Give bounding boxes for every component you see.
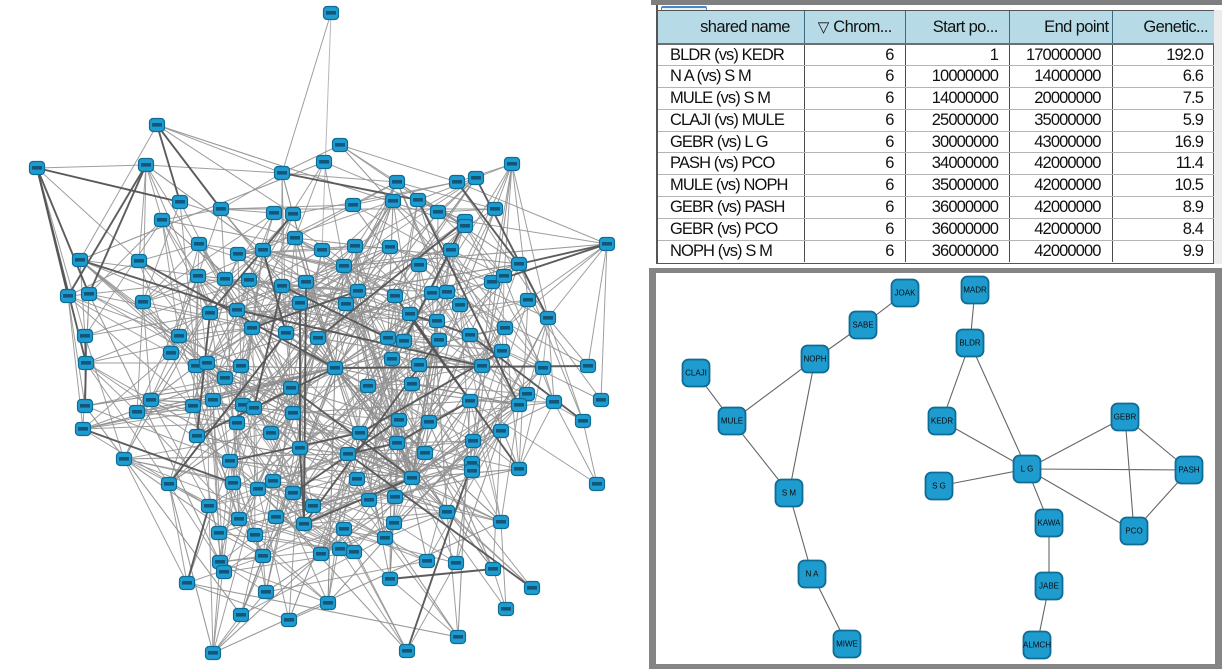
svg-text:PASH: PASH [1178, 466, 1199, 475]
svg-text:CLAJI: CLAJI [685, 369, 707, 378]
svg-text:ALMCH: ALMCH [1023, 641, 1051, 650]
svg-text:JABE: JABE [1039, 582, 1059, 591]
svg-text:S M: S M [782, 489, 797, 498]
svg-text:MIWE: MIWE [836, 640, 858, 649]
svg-text:S G: S G [932, 482, 946, 491]
svg-text:MULE: MULE [721, 417, 743, 426]
svg-text:KAWA: KAWA [1038, 519, 1062, 528]
svg-text:N A: N A [806, 570, 820, 579]
svg-text:KEDR: KEDR [931, 417, 953, 426]
svg-text:SABE: SABE [852, 321, 873, 330]
svg-text:BLDR: BLDR [959, 339, 981, 348]
svg-text:L G: L G [1021, 465, 1034, 474]
svg-text:MADR: MADR [963, 286, 987, 295]
svg-text:GEBR: GEBR [1114, 413, 1137, 422]
svg-text:JOAK: JOAK [895, 289, 917, 298]
svg-text:PCO: PCO [1125, 527, 1142, 536]
svg-text:NOPH: NOPH [803, 355, 826, 364]
